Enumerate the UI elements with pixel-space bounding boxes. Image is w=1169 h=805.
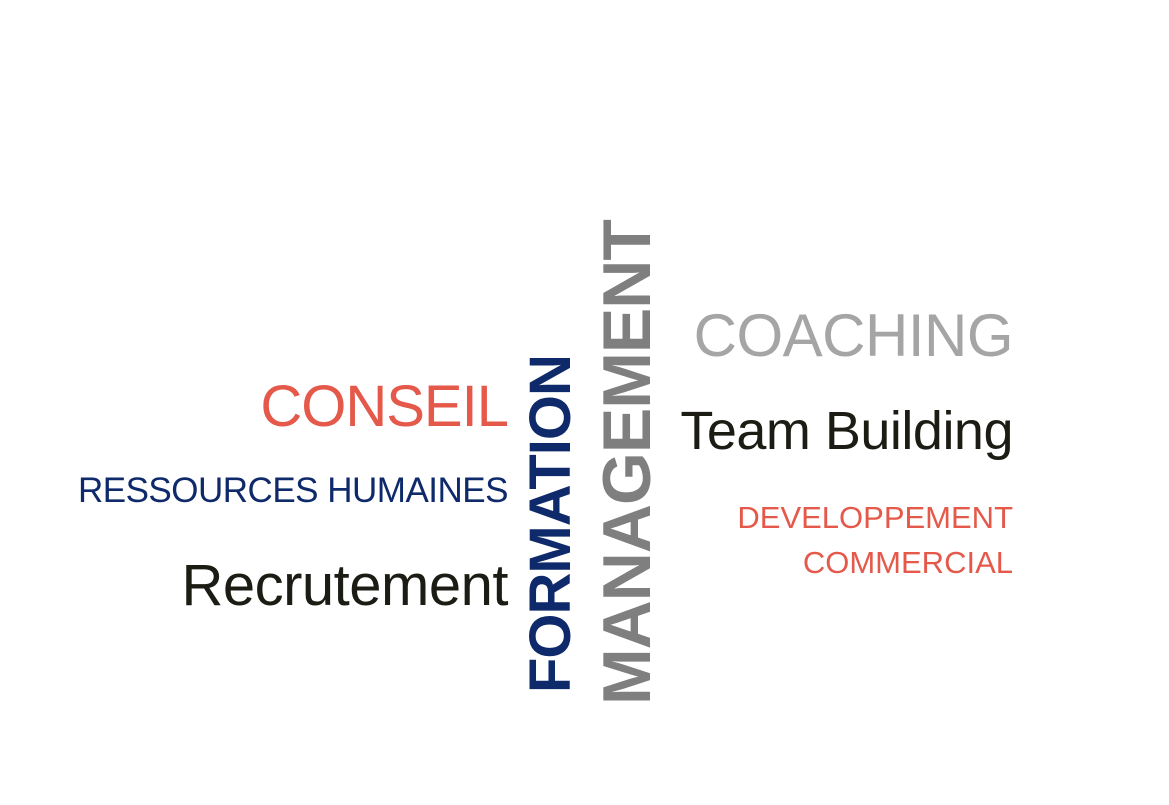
word-ressources-humaines: RESSOURCES HUMAINES (77, 471, 509, 510)
word-commercial: COMMERCIAL (802, 545, 1013, 580)
word-coaching: COACHING (693, 302, 1014, 369)
word-formation: FORMATION (518, 355, 583, 693)
word-developpement: DEVELOPPEMENT (737, 500, 1013, 535)
word-recrutement: Recrutement (181, 553, 508, 618)
word-team-building: Team Building (680, 401, 1013, 461)
word-conseil: CONSEIL (260, 374, 509, 439)
word-management: MANAGEMENT (589, 220, 665, 705)
